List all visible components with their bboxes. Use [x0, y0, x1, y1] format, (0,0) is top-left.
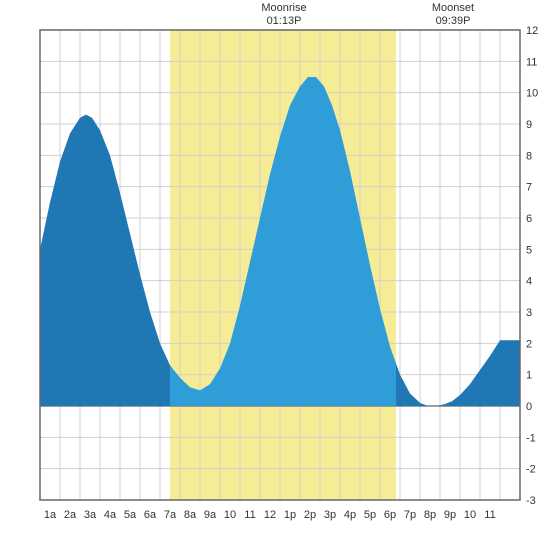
x-tick-label: 9a: [204, 509, 217, 521]
y-tick-label: 9: [526, 119, 532, 131]
x-tick-label: 8a: [184, 509, 197, 521]
x-tick-label: 2a: [64, 509, 77, 521]
moonrise-annotation: Moonrise01:13P: [254, 2, 314, 28]
y-tick-label: 6: [526, 213, 532, 225]
x-tick-label: 11: [244, 509, 255, 521]
x-tick-label: 10: [224, 509, 236, 521]
x-tick-label: 8p: [424, 509, 436, 521]
x-tick-label: 4p: [344, 509, 356, 521]
x-tick-label: 11: [484, 509, 495, 521]
x-tick-label: 12: [264, 509, 276, 521]
x-tick-label: 3a: [84, 509, 97, 521]
x-tick-label: 7a: [164, 509, 177, 521]
x-tick-label: 3p: [324, 509, 336, 521]
y-tick-label: -1: [526, 432, 536, 444]
y-tick-label: 5: [526, 244, 532, 256]
x-tick-label: 1a: [44, 509, 57, 521]
y-tick-label: 3: [526, 307, 532, 319]
x-tick-label: 6p: [384, 509, 396, 521]
moonset-title: Moonset: [423, 2, 483, 15]
x-tick-label: 4a: [104, 509, 117, 521]
x-tick-label: 6a: [144, 509, 157, 521]
moonrise-title: Moonrise: [254, 2, 314, 15]
x-tick-label: 9p: [444, 509, 456, 521]
y-tick-label: -2: [526, 464, 536, 476]
x-tick-label: 5p: [364, 509, 376, 521]
x-tick-label: 5a: [124, 509, 137, 521]
x-tick-label: 7p: [404, 509, 416, 521]
x-tick-label: 10: [464, 509, 476, 521]
x-tick-label: 1p: [284, 509, 296, 521]
y-tick-label: 7: [526, 182, 532, 194]
moonrise-time: 01:13P: [254, 15, 314, 28]
tide-chart: -3-2-101234567891011121a2a3a4a5a6a7a8a9a…: [0, 0, 550, 550]
chart-svg: -3-2-101234567891011121a2a3a4a5a6a7a8a9a…: [0, 0, 550, 550]
moonset-time: 09:39P: [423, 15, 483, 28]
y-tick-label: 4: [526, 276, 532, 288]
y-tick-label: -3: [526, 495, 536, 507]
y-tick-label: 10: [526, 88, 538, 100]
x-tick-label: 2p: [304, 509, 316, 521]
y-tick-label: 11: [526, 56, 537, 68]
y-tick-label: 12: [526, 25, 538, 37]
y-tick-label: 2: [526, 338, 532, 350]
y-tick-label: 1: [526, 370, 532, 382]
moonset-annotation: Moonset09:39P: [423, 2, 483, 28]
y-tick-label: 0: [526, 401, 532, 413]
y-tick-label: 8: [526, 150, 532, 162]
